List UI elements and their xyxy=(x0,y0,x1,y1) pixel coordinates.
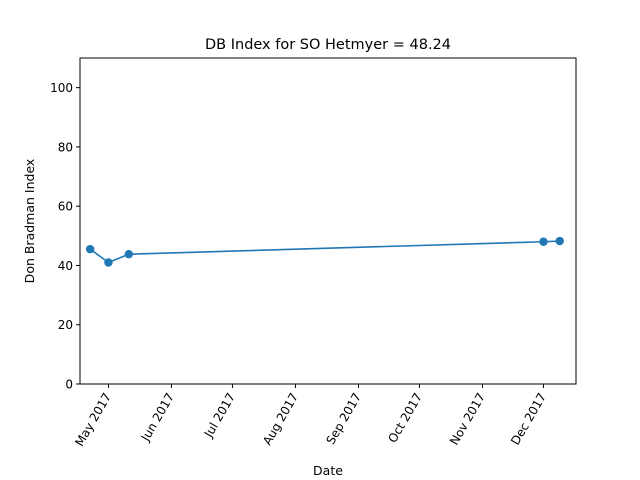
data-point xyxy=(555,236,564,246)
y-tick-label: 0 xyxy=(65,378,73,392)
plot-frame xyxy=(79,57,577,385)
y-tick-label: 60 xyxy=(58,200,73,214)
x-tick-label: Dec 2017 xyxy=(508,391,549,448)
x-tick-label: Nov 2017 xyxy=(447,391,488,448)
x-tick-label: Sep 2017 xyxy=(323,391,364,447)
plot-area xyxy=(85,236,564,267)
x-tick-label: Aug 2017 xyxy=(260,391,301,448)
chart-title: DB Index for SO Hetmyer = 48.24 xyxy=(205,37,451,53)
series-line xyxy=(89,240,560,264)
y-axis: 0 20 40 60 80 100 xyxy=(50,81,80,392)
y-axis-label: Don Bradman Index xyxy=(22,159,37,284)
data-point xyxy=(104,258,113,267)
y-tick-label: 20 xyxy=(58,318,73,332)
data-point xyxy=(124,249,133,259)
x-tick-label: Oct 2017 xyxy=(385,391,425,446)
data-point xyxy=(85,244,95,254)
x-axis-label: Date xyxy=(313,463,343,478)
x-axis: May 2017 Jun 2017 Jul 2017 Aug 2017 Sep 2017… xyxy=(72,384,549,449)
x-tick-label: May 2017 xyxy=(72,391,114,449)
y-tick-label: 40 xyxy=(58,259,73,273)
x-tick-label: Jun 2017 xyxy=(138,391,177,445)
y-tick-label: 100 xyxy=(50,81,73,95)
data-point xyxy=(539,237,548,246)
x-tick-label: Jul 2017 xyxy=(201,391,238,441)
y-tick-label: 80 xyxy=(58,140,73,154)
